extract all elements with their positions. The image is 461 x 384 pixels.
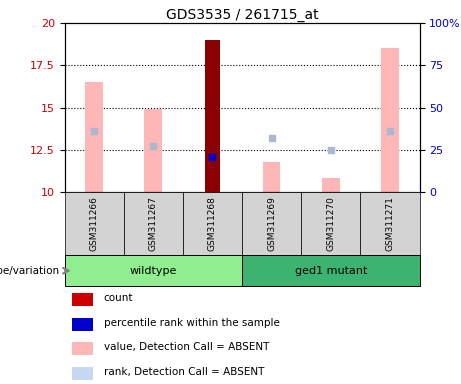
Bar [242,192,301,255]
Text: GSM311268: GSM311268 [208,196,217,251]
Bar [65,192,124,255]
Bar [183,192,242,255]
Bar [124,192,183,255]
Text: ged1 mutant: ged1 mutant [295,266,367,276]
Text: GSM311266: GSM311266 [89,196,99,251]
Bar [71,318,93,331]
Bar [71,367,93,380]
Bar [71,293,93,306]
Text: GSM311267: GSM311267 [149,196,158,251]
Bar [71,343,93,355]
Title: GDS3535 / 261715_at: GDS3535 / 261715_at [165,8,319,22]
Text: rank, Detection Call = ABSENT: rank, Detection Call = ABSENT [104,367,264,377]
Text: GSM311269: GSM311269 [267,196,276,251]
Text: value, Detection Call = ABSENT: value, Detection Call = ABSENT [104,342,269,352]
Text: GSM311270: GSM311270 [326,196,335,251]
Bar [301,192,361,255]
Text: GSM311271: GSM311271 [385,196,395,251]
Text: wildtype: wildtype [130,266,177,276]
Bar [381,48,399,192]
Bar [361,192,420,255]
Bar [263,162,280,192]
Text: count: count [104,293,133,303]
Text: genotype/variation: genotype/variation [0,266,60,276]
Bar [144,109,162,192]
Bar [205,40,220,192]
Bar [242,255,420,286]
Bar [65,255,242,286]
Bar [322,179,340,192]
Text: percentile rank within the sample: percentile rank within the sample [104,318,279,328]
Bar [85,82,103,192]
